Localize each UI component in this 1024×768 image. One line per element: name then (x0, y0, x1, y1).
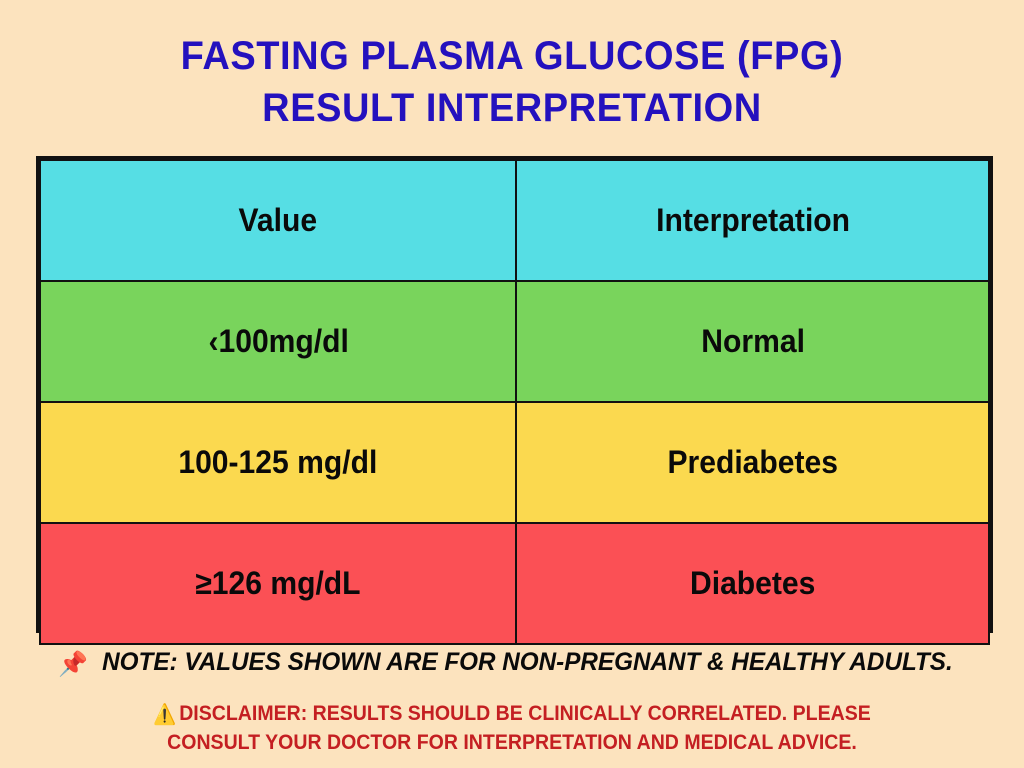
pushpin-icon: 📌 (58, 651, 89, 678)
disclaimer-line-1: ⚠️ DISCLAIMER: RESULTS SHOULD BE CLINICAL… (36, 700, 988, 729)
interpretation-normal-text: Normal (700, 322, 805, 359)
table-header-row: Value Interpretation (38, 159, 990, 282)
table-row: ‹100mg/dl Normal (38, 280, 990, 403)
warning-icon: ⚠️ (153, 704, 177, 726)
table-row: 100-125 mg/dl Prediabetes (38, 401, 990, 524)
cell-value-normal: ‹100mg/dl (38, 280, 518, 403)
column-header-value: Value (38, 159, 518, 282)
disclaimer-block: ⚠️ DISCLAIMER: RESULTS SHOULD BE CLINICAL… (0, 700, 1024, 757)
value-diabetes-text: ≥126 mg/dL (195, 564, 361, 601)
cell-interpretation-diabetes: Diabetes (515, 522, 990, 645)
page-title: FASTING PLASMA GLUCOSE (FPG) RESULT INTE… (0, 30, 1024, 134)
title-line-1: FASTING PLASMA GLUCOSE (FPG) (180, 34, 844, 78)
column-header-interpretation-label: Interpretation (655, 201, 850, 238)
interpretation-diabetes-text: Diabetes (690, 564, 816, 601)
column-header-interpretation: Interpretation (515, 159, 990, 282)
table-row: ≥126 mg/dL Diabetes (38, 522, 990, 645)
note-row: 📌 NOTE: VALUES SHOWN ARE FOR NON-PREGNANT… (0, 645, 1024, 682)
title-line-2: RESULT INTERPRETATION (262, 86, 762, 130)
disclaimer-line-2: CONSULT YOUR DOCTOR FOR INTERPRETATION A… (167, 731, 857, 754)
cell-interpretation-prediabetes: Prediabetes (515, 401, 990, 524)
interpretation-prediabetes-text: Prediabetes (667, 443, 838, 480)
fpg-results-table: Value Interpretation ‹100mg/dl Normal (36, 156, 993, 645)
cell-value-prediabetes: 100-125 mg/dl (38, 401, 518, 524)
note-text: NOTE: VALUES SHOWN ARE FOR NON-PREGNANT … (102, 648, 953, 676)
disclaimer-line-1-text: DISCLAIMER: RESULTS SHOULD BE CLINICALLY… (179, 702, 871, 725)
value-normal-text: ‹100mg/dl (207, 322, 349, 359)
cell-value-diabetes: ≥126 mg/dL (38, 522, 518, 645)
value-prediabetes-text: 100-125 mg/dl (178, 443, 378, 480)
column-header-value-label: Value (238, 201, 318, 238)
cell-interpretation-normal: Normal (515, 280, 990, 403)
